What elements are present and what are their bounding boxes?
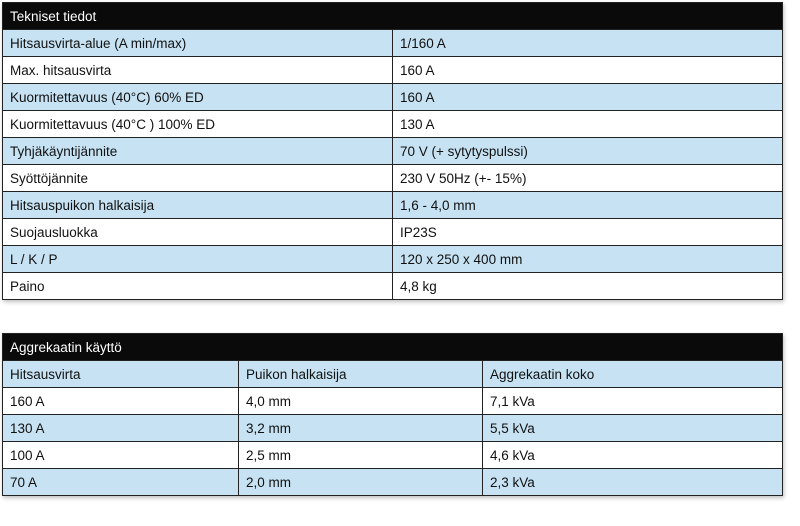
table-cell: Kuormitettavuus (40°C) 60% ED: [2, 83, 393, 111]
table-row: 160 A 4,0 mm 7,1 kVa: [2, 387, 784, 415]
generator-table: Aggrekaatin käyttö Hitsausvirta Puikon ha…: [1, 333, 784, 496]
table-cell: Tyhjäkäyntijännite: [2, 137, 393, 165]
table-cell: 3,2 mm: [238, 414, 483, 442]
table-row: Kuormitettavuus (40°C ) 100% ED 130 A: [2, 110, 783, 138]
table-row: Max. hitsausvirta 160 A: [2, 56, 783, 84]
table-cell: 4,8 kg: [392, 272, 783, 300]
table-cell: 7,1 kVa: [481, 387, 784, 415]
table-row: 130 A 3,2 mm 5,5 kVa: [2, 414, 784, 442]
table-cell: 130 A: [392, 110, 783, 138]
table-cell: 100 A: [2, 441, 239, 469]
table-title: Aggrekaatin käyttö: [1, 333, 784, 361]
table-cell: L / K / P: [2, 245, 393, 273]
table-row: Paino 4,8 kg: [2, 272, 783, 300]
table-cell: Max. hitsausvirta: [2, 56, 393, 84]
table-row: Hitsausvirta Puikon halkaisija Aggrekaatin…: [2, 360, 784, 388]
table-cell: 70 V (+ sytytyspulssi): [392, 137, 783, 165]
table-cell: Suojausluokka: [2, 218, 393, 246]
table-cell: 230 V 50Hz (+- 15%): [392, 164, 783, 192]
specs-table: Tekniset tiedot Hitsausvirta-alue (A min…: [2, 2, 783, 300]
table-cell: 2,3 kVa: [481, 468, 784, 496]
table-cell: Hitsauspuikon halkaisija: [2, 191, 393, 219]
table-cell: 160 A: [392, 83, 783, 111]
table-row: 70 A 2,0 mm 2,3 kVa: [2, 468, 784, 496]
table-cell: 2,0 mm: [238, 468, 483, 496]
table-cell: 4,6 kVa: [481, 441, 784, 469]
table-cell: 130 A: [2, 414, 239, 442]
table-cell: 1/160 A: [392, 29, 783, 57]
table-cell: 160 A: [392, 56, 783, 84]
table-row: Hitsausvirta-alue (A min/max) 1/160 A: [2, 29, 783, 57]
table-cell: 160 A: [2, 387, 239, 415]
table-cell: Hitsausvirta: [2, 360, 239, 388]
table-cell: 5,5 kVa: [481, 414, 784, 442]
table-cell: Syöttöjännite: [2, 164, 393, 192]
table-cell: Kuormitettavuus (40°C ) 100% ED: [2, 110, 393, 138]
table-cell: 1,6 - 4,0 mm: [392, 191, 783, 219]
table-row: L / K / P 120 x 250 x 400 mm: [2, 245, 783, 273]
table-row: Kuormitettavuus (40°C) 60% ED 160 A: [2, 83, 783, 111]
table-row: Syöttöjännite 230 V 50Hz (+- 15%): [2, 164, 783, 192]
table-cell: Paino: [2, 272, 393, 300]
table-cell: 70 A: [2, 468, 239, 496]
table-cell: IP23S: [392, 218, 783, 246]
table-row: Hitsauspuikon halkaisija 1,6 - 4,0 mm: [2, 191, 783, 219]
table-cell: Puikon halkaisija: [238, 360, 483, 388]
table-row: 100 A 2,5 mm 4,6 kVa: [2, 441, 784, 469]
table-cell: 120 x 250 x 400 mm: [392, 245, 783, 273]
table-cell: Hitsausvirta-alue (A min/max): [2, 29, 393, 57]
table-cell: 4,0 mm: [238, 387, 483, 415]
table-row: Tyhjäkäyntijännite 70 V (+ sytytyspulssi): [2, 137, 783, 165]
table-cell: 2,5 mm: [238, 441, 483, 469]
table-row: Suojausluokka IP23S: [2, 218, 783, 246]
table-cell: Aggrekaatin koko: [481, 360, 784, 388]
table-title: Tekniset tiedot: [2, 2, 783, 30]
